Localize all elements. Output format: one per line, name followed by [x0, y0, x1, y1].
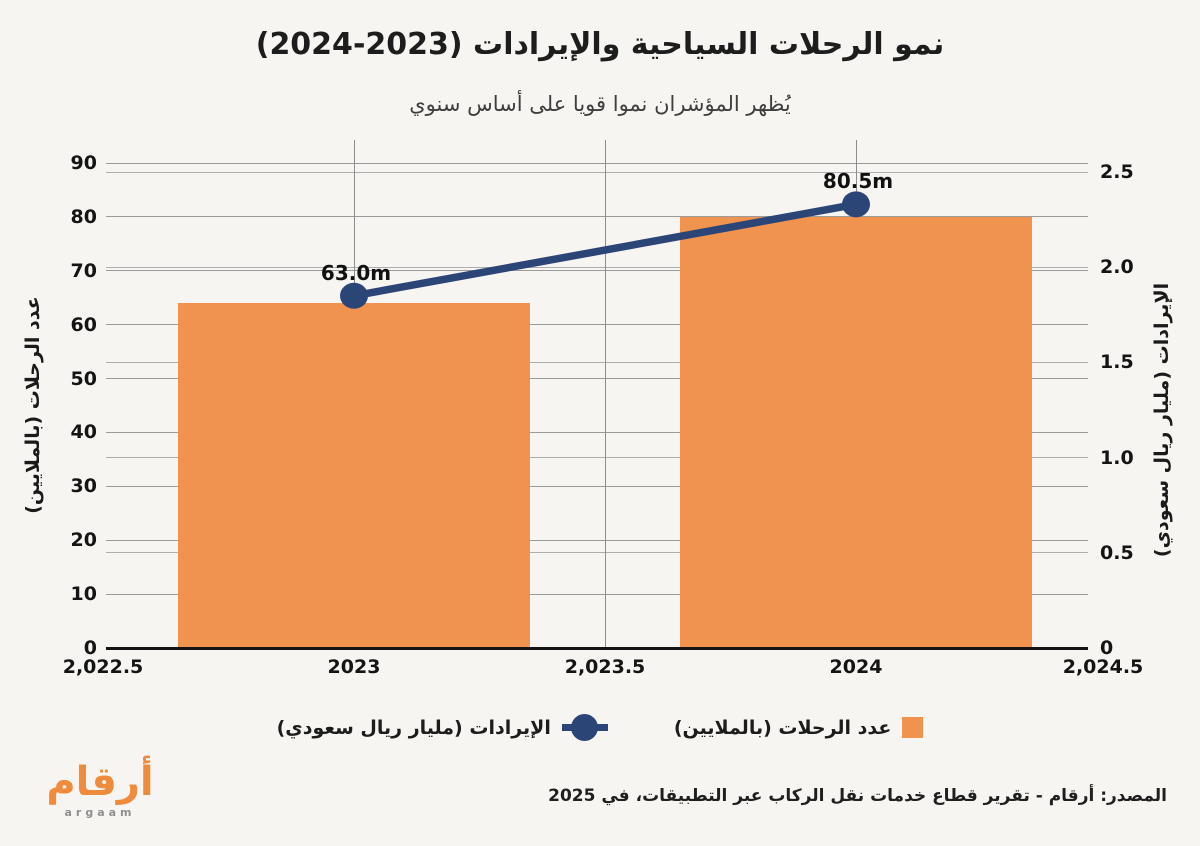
gridline-right: [106, 552, 1088, 554]
x-tick: 2024: [829, 656, 883, 678]
y-left-tick: 90: [70, 152, 97, 174]
gridline-left: [106, 431, 1088, 433]
y-left-tick: 60: [70, 313, 97, 336]
x-tick: 2,022.5: [62, 656, 144, 678]
source-note: المصدر: أرقام - تقرير قطاع خدمات نقل الر…: [548, 786, 1167, 806]
x-tick: 2023: [327, 656, 381, 678]
y-right-tick: 1.5: [1100, 351, 1134, 374]
bar-2023: [178, 303, 530, 648]
y-left-tick: 70: [70, 259, 97, 282]
legend-label-trips: عدد الرحلات (بالملايين): [673, 716, 892, 739]
y-right-tick: 1.0: [1100, 446, 1134, 469]
gridline-right: [106, 361, 1088, 363]
gridline-vertical: [604, 140, 606, 648]
right-axis-title: الإيرادات (مليار ريال سعودي): [1151, 282, 1173, 558]
y-left-tick: 0: [83, 637, 97, 659]
legend-item-trips[interactable]: عدد الرحلات (بالملايين): [674, 717, 924, 739]
argaam-logo: أرقام argaam: [35, 758, 165, 819]
revenue-line-dot-swatch: [561, 714, 608, 741]
x-tick: 2,024.5: [1062, 656, 1144, 678]
y-left-tick: 10: [70, 583, 97, 606]
bar-2024: [680, 216, 1032, 648]
x-axis-line: [106, 646, 1088, 650]
y-left-tick: 40: [70, 421, 97, 444]
gridline-right: [106, 171, 1088, 173]
gridline-left: [106, 539, 1088, 541]
gridline-right: [106, 457, 1088, 459]
y-left-tick: 80: [70, 205, 97, 228]
y-left-tick: 50: [70, 367, 97, 390]
legend: عدد الرحلات (بالملايين) الإيرادات (مليار…: [0, 714, 1200, 741]
data-label-2023: 63.0m: [320, 260, 392, 285]
chart-title: نمو الرحلات السياحية والإيرادات (2023‏-‏…: [255, 27, 945, 62]
data-label-2024: 80.5m: [822, 169, 894, 194]
chart-subtitle: يُظهر المؤشران نموا قويا على أساس سنوي: [409, 92, 791, 116]
gridline-left: [106, 162, 1088, 164]
y-right-tick: 0.5: [1100, 541, 1134, 564]
gridline-left: [106, 378, 1088, 380]
left-axis-title: عدد الرحلات (بالملايين): [22, 296, 44, 514]
y-right-tick: 2.0: [1100, 256, 1134, 279]
argaam-logo-latin: argaam: [64, 806, 136, 819]
legend-item-revenue[interactable]: الإيرادات (مليار ريال سعودي): [277, 714, 608, 741]
gridline-left: [106, 593, 1088, 595]
trips-square-swatch: [902, 717, 924, 738]
gridline-left: [106, 485, 1088, 487]
y-left-tick: 20: [70, 529, 97, 552]
y-right-tick: 2.5: [1100, 161, 1134, 183]
legend-label-revenue: الإيرادات (مليار ريال سعودي): [276, 716, 551, 739]
gridline-left: [106, 324, 1088, 326]
x-tick: 2,023.5: [564, 656, 646, 678]
argaam-logo-arabic: أرقام: [46, 759, 154, 805]
y-right-tick: 0: [1100, 637, 1114, 659]
y-left-tick: 30: [70, 475, 97, 498]
